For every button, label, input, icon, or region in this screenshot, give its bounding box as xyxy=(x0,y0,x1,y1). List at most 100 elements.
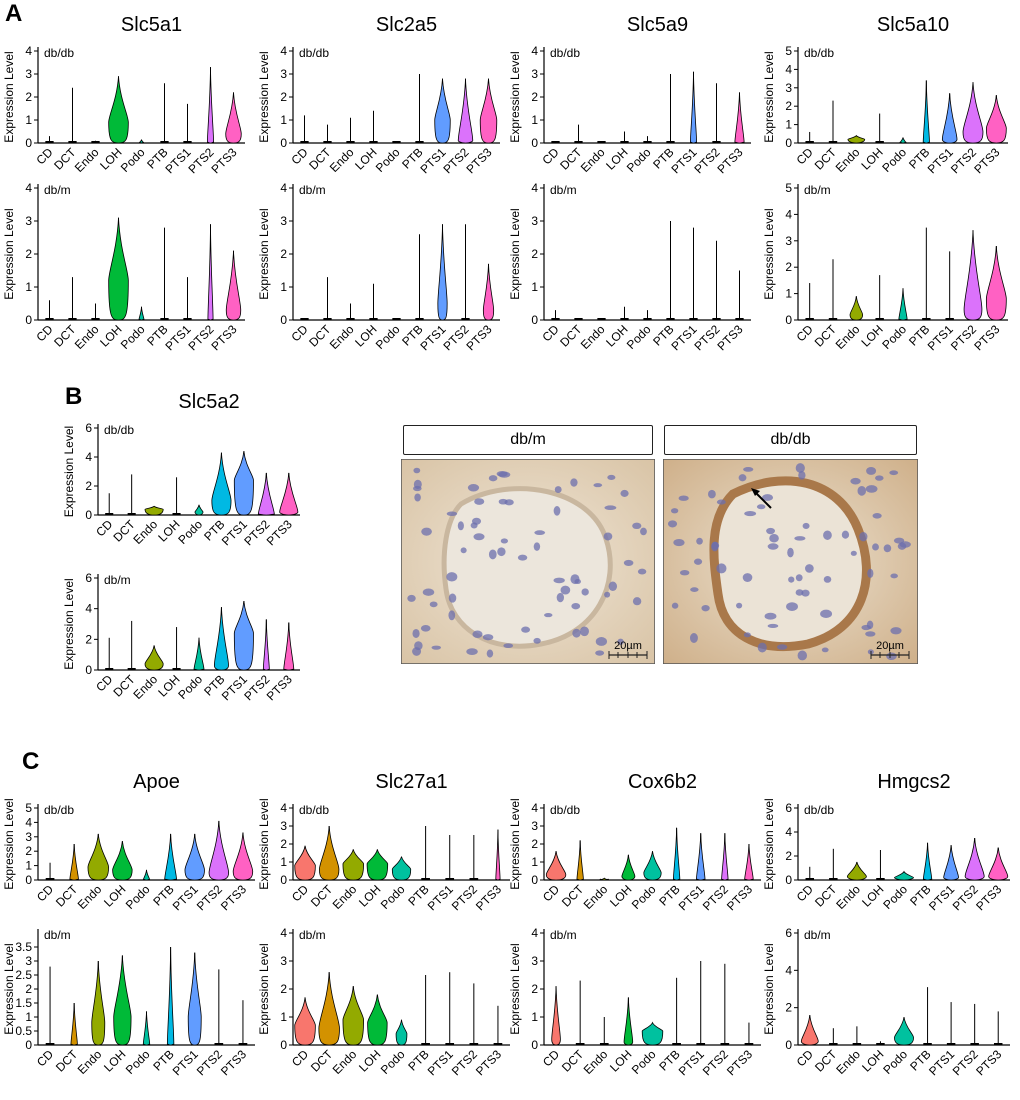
y-tick-label: 2 xyxy=(785,849,792,863)
violin-podo xyxy=(142,869,151,881)
y-tick-label: 4 xyxy=(785,62,792,76)
violin-cd xyxy=(551,310,560,320)
violin-pts3 xyxy=(734,92,745,144)
x-tick-label-pts2: PTS2 xyxy=(185,145,216,176)
violin-dct xyxy=(69,843,79,881)
x-tick-label-loh: LOH xyxy=(356,1047,383,1074)
y-tick-label: 0 xyxy=(785,873,792,887)
violin-plot-slc27a1-dbm: Expression Leveldb/m01234CDDCTEndoLOHPod… xyxy=(257,926,510,1078)
gene-title: Slc2a5 xyxy=(376,14,437,36)
violin-plot-slc5a1-dbm: Expression Leveldb/m01234CDDCTEndoLOHPod… xyxy=(2,181,245,353)
violin-cd xyxy=(551,986,561,1046)
x-tick-label-pts2: PTS2 xyxy=(700,1047,731,1078)
x-tick-label-pts1: PTS1 xyxy=(417,322,448,353)
y-tick-label: 0 xyxy=(531,313,538,327)
x-tick-label-podo: Podo xyxy=(880,882,910,912)
violin-podo xyxy=(138,306,145,321)
violin-loh xyxy=(875,275,884,320)
x-tick-label-loh: LOH xyxy=(101,1047,128,1074)
y-tick-label: 5 xyxy=(785,181,792,195)
y-tick-label: 0 xyxy=(785,136,792,150)
violin-pts3 xyxy=(283,622,295,671)
scale-bar-label: 20µm xyxy=(876,640,904,652)
violin-dct xyxy=(829,1028,838,1045)
x-tick-label-dct: DCT xyxy=(53,1047,81,1075)
y-tick-label: 1 xyxy=(531,113,538,127)
x-tick-label-pts2: PTS2 xyxy=(700,882,731,913)
y-tick-label: 1 xyxy=(531,855,538,869)
y-axis-label: Expression Level xyxy=(762,943,776,1034)
condition-label: db/m xyxy=(550,928,577,942)
y-tick-label: 2 xyxy=(280,982,287,996)
cell-nuclei-db-m xyxy=(407,467,647,658)
y-tick-label: 3 xyxy=(531,67,538,81)
violin-cd xyxy=(45,136,54,143)
violin-cd xyxy=(545,851,567,881)
violin-loh xyxy=(366,849,389,881)
y-tick-label: 3 xyxy=(531,819,538,833)
y-tick-label: 3.5 xyxy=(15,940,32,954)
y-tick-label: 0 xyxy=(280,136,287,150)
violin-podo xyxy=(391,856,412,881)
y-tick-label: 4 xyxy=(85,450,92,464)
violin-ptb xyxy=(421,975,430,1045)
violin-cd xyxy=(300,318,309,320)
violin-pts2 xyxy=(721,833,729,881)
violin-pts2 xyxy=(214,969,224,1045)
violin-ptb xyxy=(211,452,232,516)
violin-pts2 xyxy=(461,224,470,320)
y-tick-label: 0 xyxy=(85,663,92,677)
violin-pts3 xyxy=(988,847,1009,881)
y-axis-label: Expression Level xyxy=(2,943,16,1034)
violin-plot-apoe-dbm: Expression Leveldb/m00.511.522.533.5CDDC… xyxy=(2,928,255,1078)
y-tick-label: 3 xyxy=(280,67,287,81)
x-tick-label-loh: LOH xyxy=(607,1047,634,1074)
x-tick-label-pts1: PTS1 xyxy=(668,322,699,353)
violin-dct xyxy=(68,87,77,143)
x-tick-label-pts2: PTS2 xyxy=(950,882,981,913)
violin-podo xyxy=(894,870,914,881)
violin-cd xyxy=(805,866,815,880)
panel-label-c: C xyxy=(22,748,40,775)
y-tick-label: 1 xyxy=(25,1010,32,1024)
gene-title: Slc5a1 xyxy=(121,14,182,36)
violin-dct xyxy=(323,277,332,320)
y-tick-label: 4 xyxy=(531,926,538,940)
y-tick-label: 1 xyxy=(531,1010,538,1024)
y-tick-label: 2 xyxy=(531,837,538,851)
x-tick-label-pts3: PTS3 xyxy=(724,1047,755,1078)
x-tick-label-loh: LOH xyxy=(356,882,383,909)
violin-cd xyxy=(45,300,54,320)
y-tick-label: 0 xyxy=(531,1038,538,1052)
x-tick-label-pts2: PTS2 xyxy=(950,1047,981,1078)
x-tick-label-pts1: PTS1 xyxy=(925,322,956,353)
violin-dct xyxy=(576,840,584,881)
x-tick-label-pts3: PTS3 xyxy=(971,145,1002,176)
condition-label: db/m xyxy=(804,928,831,942)
x-tick-label-pts3: PTS3 xyxy=(218,1047,249,1078)
violin-loh xyxy=(113,955,132,1046)
x-tick-label-dct: DCT xyxy=(53,882,81,910)
violin-ptb xyxy=(415,74,424,143)
x-tick-label-pts2: PTS2 xyxy=(691,322,722,353)
y-tick-label: 0 xyxy=(785,313,792,327)
x-tick-label-pts1: PTS1 xyxy=(668,145,699,176)
y-axis-label: Expression Level xyxy=(257,208,271,299)
x-tick-label-pts2: PTS2 xyxy=(185,322,216,353)
condition-label: db/m xyxy=(804,183,831,197)
violin-pts1 xyxy=(689,71,698,144)
x-tick-label-podo: Podo xyxy=(373,322,403,352)
violin-endo xyxy=(342,849,364,881)
violin-podo xyxy=(194,504,204,516)
y-tick-label: 3 xyxy=(25,214,32,228)
y-tick-label: 2 xyxy=(531,247,538,261)
condition-label: db/m xyxy=(299,928,326,942)
violin-podo xyxy=(643,136,652,143)
x-tick-label-pts2: PTS2 xyxy=(948,322,979,353)
y-tick-label: 3 xyxy=(280,214,287,228)
y-tick-label: 2 xyxy=(25,982,32,996)
violin-ptb xyxy=(164,833,177,881)
